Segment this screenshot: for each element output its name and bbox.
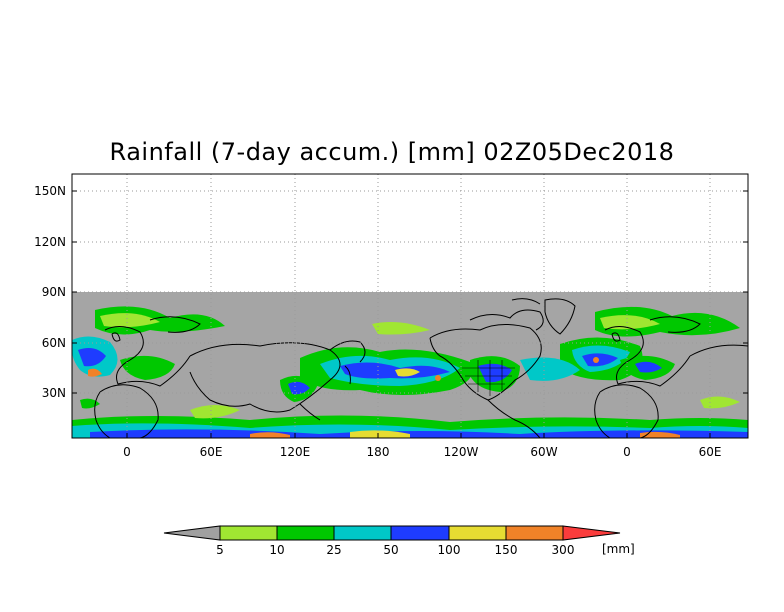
colorbar-tick-300: 300 bbox=[552, 543, 575, 557]
lat-label-30n: 30N bbox=[42, 386, 66, 400]
colorbar-tick-10: 10 bbox=[269, 543, 284, 557]
colorbar-high-arrow bbox=[562, 525, 621, 541]
colorbar-tick-5: 5 bbox=[216, 543, 224, 557]
lon-label-0-repeat: 0 bbox=[623, 445, 631, 459]
lat-axis bbox=[72, 190, 748, 394]
colorbar-unit: [mm] bbox=[602, 542, 635, 556]
lon-label-60w: 60W bbox=[530, 445, 557, 459]
us-state-borders bbox=[462, 360, 515, 396]
lon-label-180: 180 bbox=[367, 445, 390, 459]
lat-label-90n: 90N bbox=[42, 285, 66, 299]
coastlines bbox=[94, 298, 748, 438]
lon-label-120e: 120E bbox=[280, 445, 311, 459]
colorbar-bin-50-100 bbox=[390, 525, 450, 541]
lon-axis bbox=[126, 433, 711, 438]
map-title: Rainfall (7-day accum.) [mm] 02Z05Dec201… bbox=[109, 138, 675, 166]
colorbar-bin-10-25 bbox=[276, 525, 335, 541]
colorbar-tick-100: 100 bbox=[438, 543, 461, 557]
colorbar-bin-150-300 bbox=[505, 525, 564, 541]
lon-label-60e-repeat: 60E bbox=[699, 445, 722, 459]
colorbar-tick-50: 50 bbox=[383, 543, 398, 557]
colorbar-tick-150: 150 bbox=[495, 543, 518, 557]
lon-label-0: 0 bbox=[123, 445, 131, 459]
colorbar-bin-5-10 bbox=[219, 525, 278, 541]
colorbar-tick-25: 25 bbox=[326, 543, 341, 557]
lat-label-60n: 60N bbox=[42, 336, 66, 350]
gridlines bbox=[72, 174, 748, 438]
colorbar-bin-100-150 bbox=[448, 525, 507, 541]
lat-label-120n: 120N bbox=[34, 235, 66, 249]
lat-label-150n: 150N bbox=[34, 184, 66, 198]
colorbar bbox=[163, 525, 621, 541]
lon-label-120w: 120W bbox=[444, 445, 479, 459]
colorbar-bin-25-50 bbox=[333, 525, 392, 541]
lon-label-60e: 60E bbox=[200, 445, 223, 459]
colorbar-low-arrow bbox=[163, 525, 221, 541]
